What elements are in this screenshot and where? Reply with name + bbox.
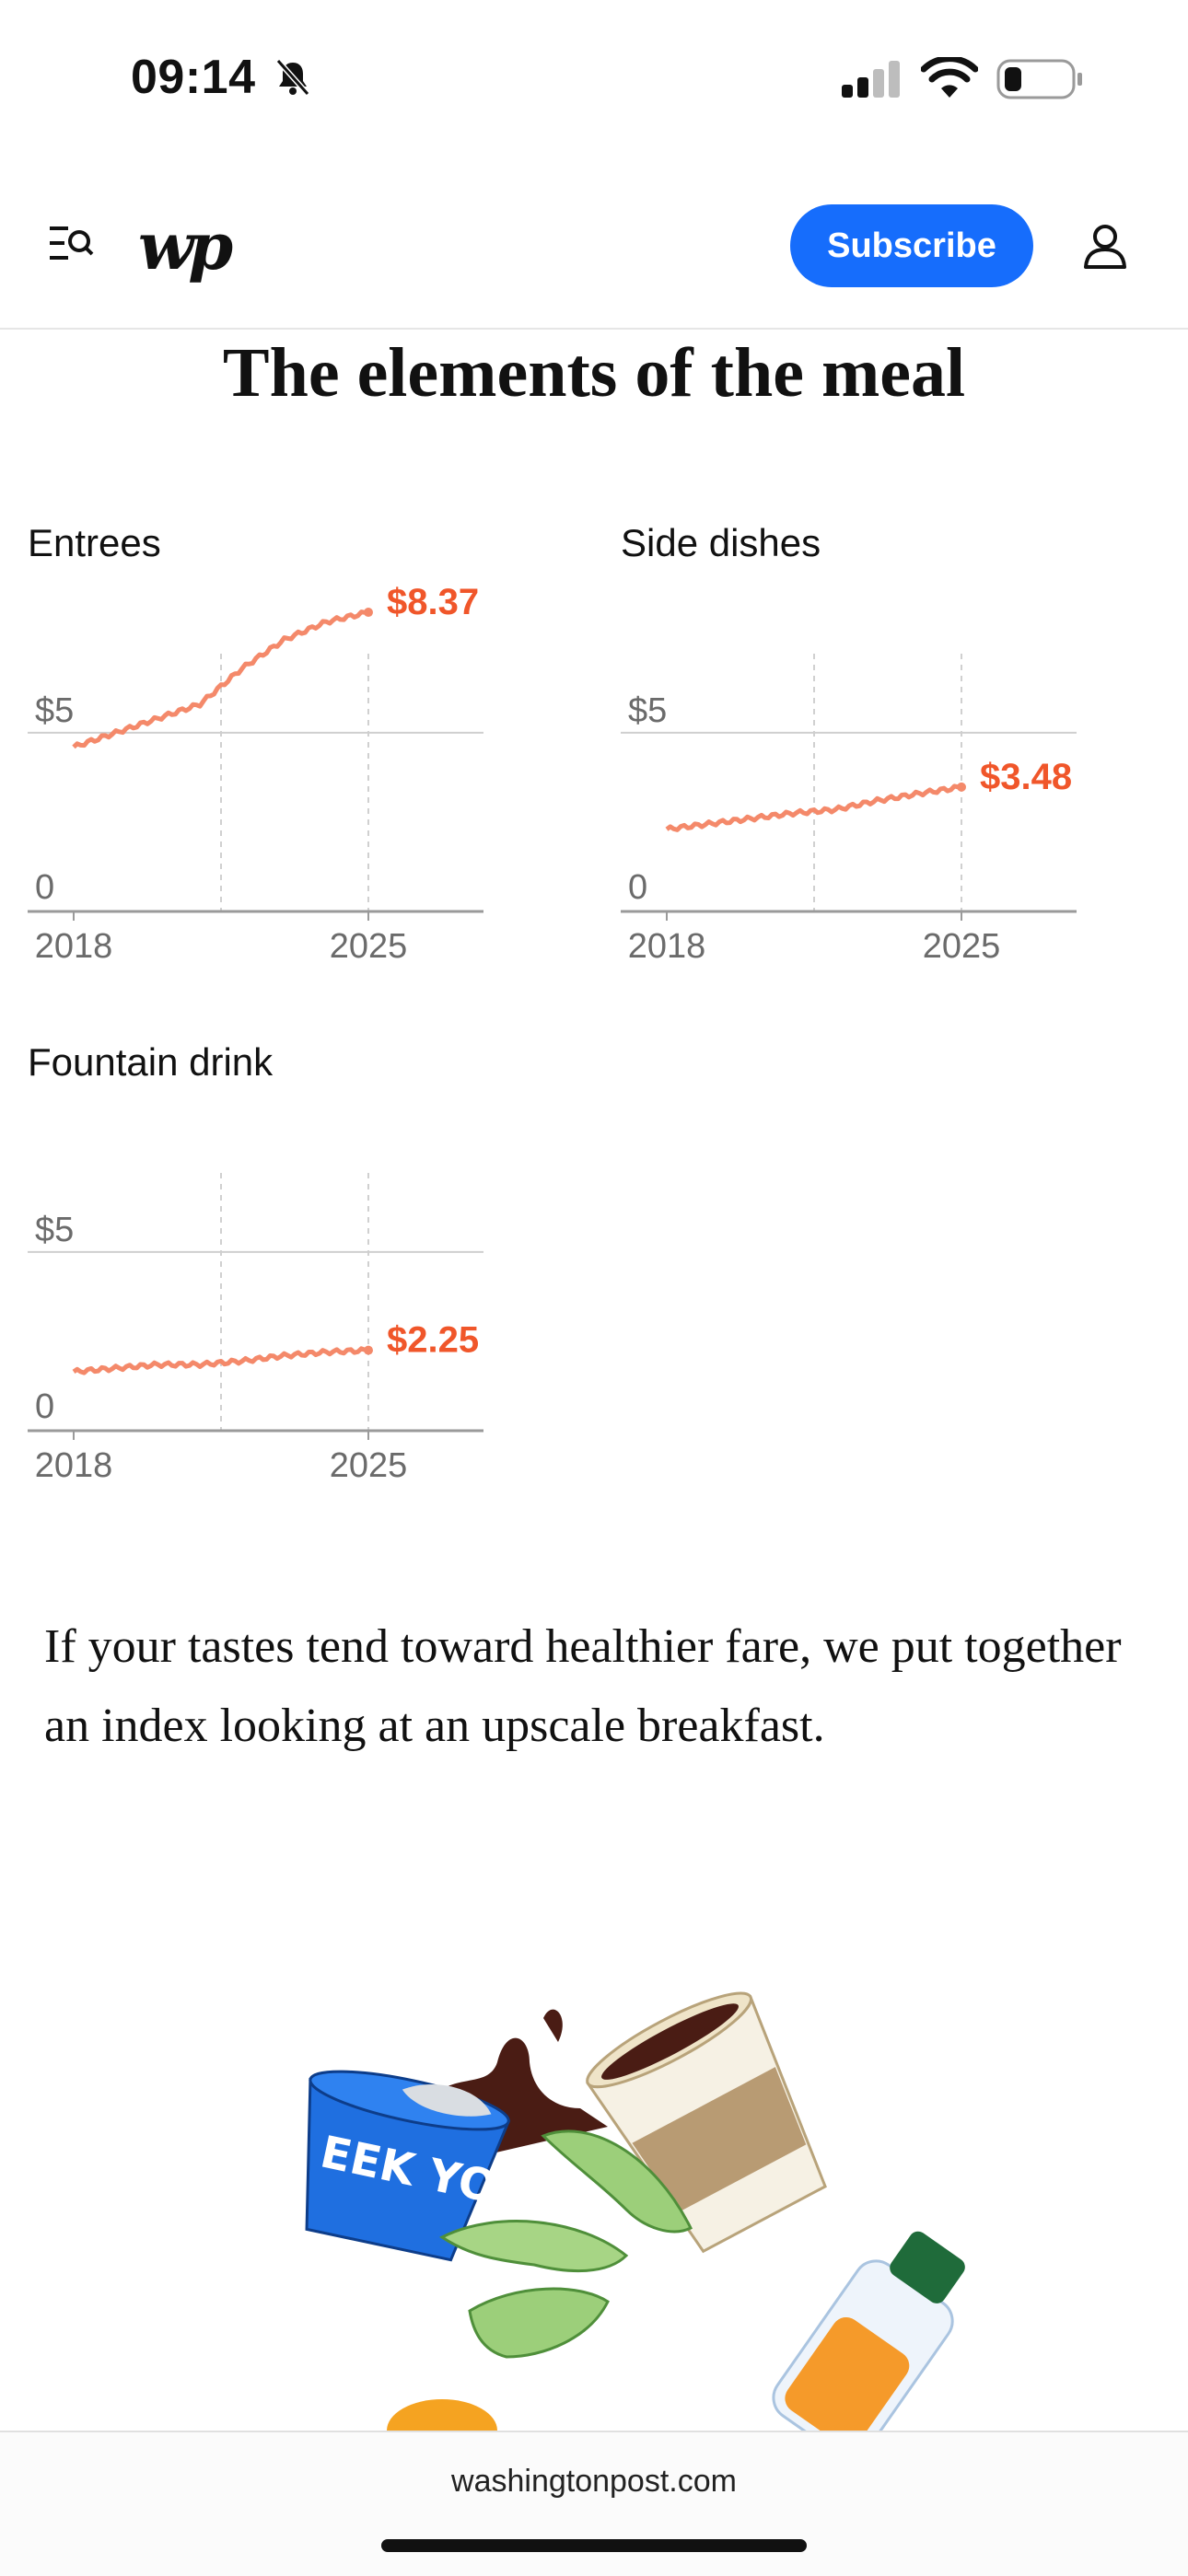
y-tick-label: $5 — [628, 691, 667, 730]
y-tick-label: 0 — [35, 1387, 54, 1426]
series-line — [72, 609, 369, 749]
series-line — [665, 783, 962, 832]
series-endpoint — [957, 782, 966, 792]
cellular-signal-icon — [842, 61, 900, 98]
section-headline: The elements of the meal — [222, 334, 966, 412]
series-endpoint — [364, 608, 373, 618]
article-paragraph: If your tastes tend toward healthier far… — [44, 1620, 1122, 1752]
series-line — [72, 1346, 369, 1375]
y-tick-label: $5 — [35, 1211, 74, 1249]
y-tick-label: 0 — [35, 868, 54, 907]
chart-side-dishes: $5 0 2018 2025 $3.48 — [621, 608, 1136, 994]
wifi-icon — [921, 57, 978, 98]
egg-yolk-icon — [387, 2399, 497, 2431]
value-label: $8.37 — [387, 582, 479, 622]
series-endpoint — [364, 1345, 373, 1355]
x-tick-label: 2025 — [330, 927, 408, 966]
coffee-cup-icon — [586, 1991, 827, 2254]
home-indicator[interactable] — [381, 2539, 807, 2552]
site-header: wp Subscribe — [0, 175, 1188, 330]
x-tick-label: 2018 — [628, 927, 706, 966]
x-tick-label: 2025 — [330, 1446, 408, 1485]
status-bar: 09:14 — [0, 0, 1188, 157]
subscribe-button[interactable]: Subscribe — [790, 204, 1033, 287]
yogurt-cup-icon: EEK YOG — [305, 2070, 536, 2262]
y-tick-label: 0 — [628, 868, 647, 907]
breakfast-illustration: EEK YOG — [305, 1991, 965, 2431]
line-chart: $5 0 2018 2025 $3.48 — [621, 654, 1077, 966]
juice-bottle-icon — [772, 2231, 965, 2431]
x-tick-label: 2018 — [35, 1446, 113, 1485]
line-chart: $5 0 2018 2025 $8.37 — [28, 582, 483, 966]
status-time: 09:14 — [131, 51, 256, 104]
x-tick-label: 2025 — [923, 927, 1001, 966]
chart-title-fountain-drink: Fountain drink — [28, 1040, 274, 1084]
wp-logo[interactable]: wp — [138, 208, 233, 284]
account-icon[interactable] — [1079, 221, 1131, 273]
battery-icon — [996, 59, 1082, 99]
menu-search-icon[interactable] — [44, 217, 96, 269]
browser-bar: washingtonpost.com — [0, 2431, 1188, 2576]
chart-title-side-dishes: Side dishes — [621, 521, 821, 564]
chart-title-entrees: Entrees — [28, 521, 161, 564]
x-tick-label: 2018 — [35, 927, 113, 966]
chart-fountain-drink: $5 0 2018 2025 $2.25 — [28, 1127, 543, 1514]
value-label: $2.25 — [387, 1320, 479, 1361]
value-label: $3.48 — [980, 757, 1072, 797]
address-bar[interactable]: washingtonpost.com — [451, 2464, 737, 2499]
chart-entrees: $5 0 2018 2025 $8.37 — [28, 582, 543, 994]
bell-muted-icon — [275, 59, 310, 96]
line-chart: $5 0 2018 2025 $2.25 — [28, 1173, 483, 1485]
y-tick-label: $5 — [35, 691, 74, 730]
avocado-slices-icon — [439, 2129, 693, 2359]
